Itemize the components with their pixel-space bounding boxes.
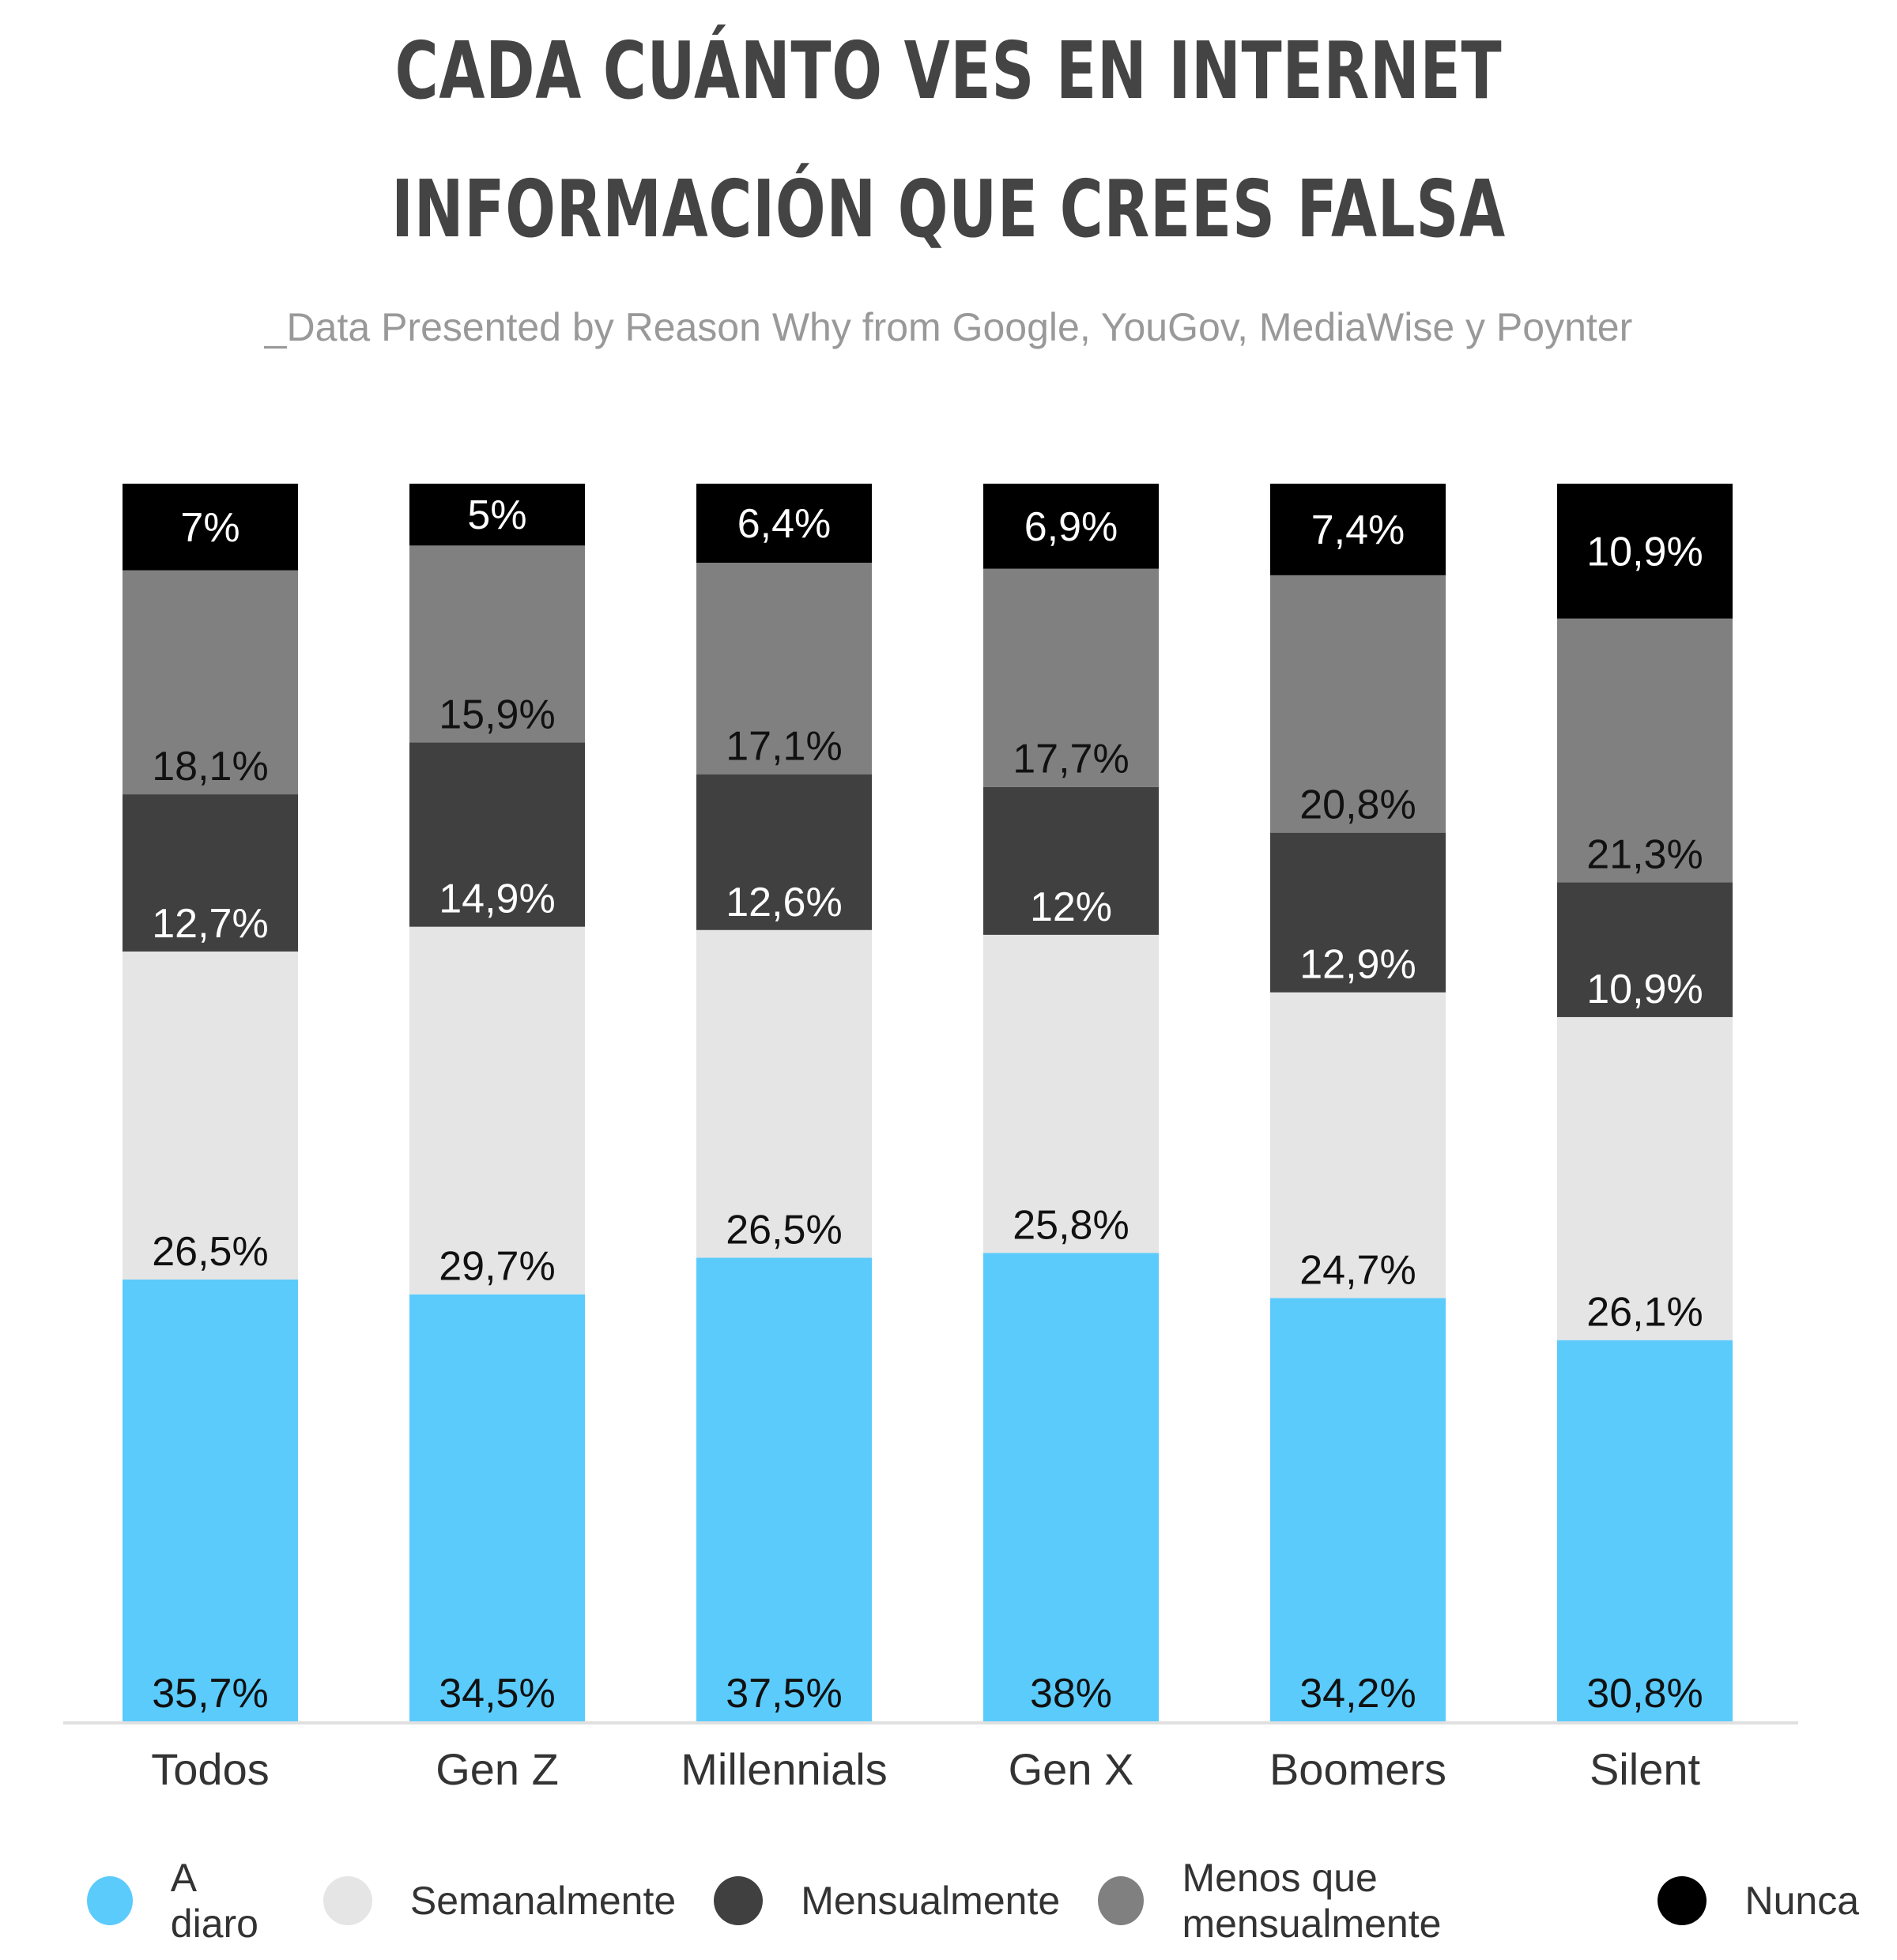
data-label: 17,7% (1013, 737, 1129, 782)
data-label: 5% (467, 492, 526, 538)
bar-segment (409, 742, 585, 927)
data-label: 6,4% (737, 501, 832, 547)
data-label: 7% (180, 505, 239, 551)
data-label: 6,9% (1024, 504, 1118, 550)
legend-item: Mensualmente (714, 1876, 1060, 1925)
data-label: 10,9% (1586, 529, 1703, 575)
bar-segment (1270, 484, 1446, 575)
data-label: 30,8% (1586, 1671, 1703, 1717)
bar-segment (409, 926, 585, 1295)
data-label: 24,7% (1299, 1247, 1416, 1293)
category-label: Silent (1590, 1744, 1701, 1794)
bar-segment (1270, 1298, 1446, 1721)
data-label: 34,2% (1299, 1671, 1416, 1717)
bar-segment (409, 484, 585, 546)
data-label: 10,9% (1586, 967, 1703, 1012)
bar-segment (409, 1294, 585, 1721)
bar-segment (1557, 882, 1733, 1017)
data-label: 15,9% (439, 692, 555, 737)
bar-segment (123, 570, 298, 795)
chart-title-line-1: CADA CUÁNTO VES EN INTERNET (394, 24, 1503, 117)
data-label: 26,5% (726, 1207, 842, 1253)
data-label: 26,5% (152, 1229, 268, 1275)
category-label: Gen Z (436, 1744, 559, 1794)
bar-segment (983, 1253, 1159, 1721)
bar-segment (696, 929, 872, 1258)
category-label: Gen X (1009, 1744, 1134, 1794)
bar-segment (1557, 618, 1733, 883)
bar-segment (983, 568, 1159, 787)
bar-segment (696, 484, 872, 564)
legend-item: Nunca (1658, 1876, 1859, 1925)
data-label: 26,1% (1586, 1290, 1703, 1336)
legend-label: Semanalmente (409, 1879, 677, 1923)
data-label: 14,9% (439, 876, 555, 922)
data-label: 12,6% (726, 880, 842, 925)
data-label: 17,1% (726, 724, 842, 770)
legend-label: A diaro (170, 1856, 258, 1946)
legend-item: A diaro (87, 1855, 285, 1947)
stacked-bar-chart: Todos Gen Z Millennials Gen X Boomers Silent 3… (63, 484, 1798, 1794)
legend-swatch (1098, 1876, 1145, 1925)
data-label: 7,4% (1311, 507, 1405, 553)
data-label: 12,9% (1299, 942, 1416, 988)
legend-label: Menos que mensualmente (1182, 1856, 1442, 1946)
category-label: Todos (151, 1744, 269, 1794)
legend-label: Mensualmente (801, 1879, 1061, 1923)
bar-segment (983, 484, 1159, 569)
data-label: 12% (1030, 884, 1112, 930)
bar-segment (696, 774, 872, 930)
data-label: 35,7% (152, 1671, 268, 1717)
bar-segment (123, 794, 298, 952)
bar-segment (123, 951, 298, 1280)
bar-segment (1557, 1340, 1733, 1721)
data-label: 34,5% (439, 1671, 555, 1717)
data-label: 20,8% (1299, 782, 1416, 828)
data-label: 12,7% (152, 901, 268, 947)
bar-segment (1270, 832, 1446, 993)
data-label: 25,8% (1013, 1202, 1129, 1248)
bar-segment (696, 563, 872, 775)
bar-segment (983, 934, 1159, 1253)
legend-swatch (714, 1876, 764, 1925)
legend-label: Nunca (1744, 1879, 1859, 1923)
bar-segment (1270, 575, 1446, 833)
chart-legend: A diaro Semanalmente Mensualmente Menos que… (87, 1856, 1897, 1946)
legend-swatch (1658, 1876, 1707, 1925)
data-label: 29,7% (439, 1244, 555, 1290)
data-label: 38% (1030, 1671, 1112, 1717)
bar-segment (409, 545, 585, 743)
legend-item: Menos que mensualmente (1098, 1855, 1620, 1947)
legend-swatch (322, 1876, 372, 1925)
legend-item: Semanalmente (322, 1876, 677, 1925)
data-label: 21,3% (1586, 831, 1703, 877)
legend-swatch (87, 1876, 133, 1925)
bar-segment (1557, 1016, 1733, 1340)
category-label: Millennials (681, 1744, 887, 1794)
bar-segment (696, 1257, 872, 1721)
data-label: 37,5% (726, 1671, 842, 1717)
bar-segment (123, 1279, 298, 1721)
chart-title-line-2: INFORMACIÓN QUE CREES FALSA (391, 163, 1506, 255)
data-label: 18,1% (152, 744, 268, 790)
bar-segment (1270, 992, 1446, 1298)
chart-subtitle: _Data Presented by Reason Why from Googl… (264, 305, 1633, 349)
bar-segment (1557, 484, 1733, 619)
bar-segment (983, 786, 1159, 935)
category-label: Boomers (1269, 1744, 1446, 1794)
bar-segment (123, 484, 298, 571)
